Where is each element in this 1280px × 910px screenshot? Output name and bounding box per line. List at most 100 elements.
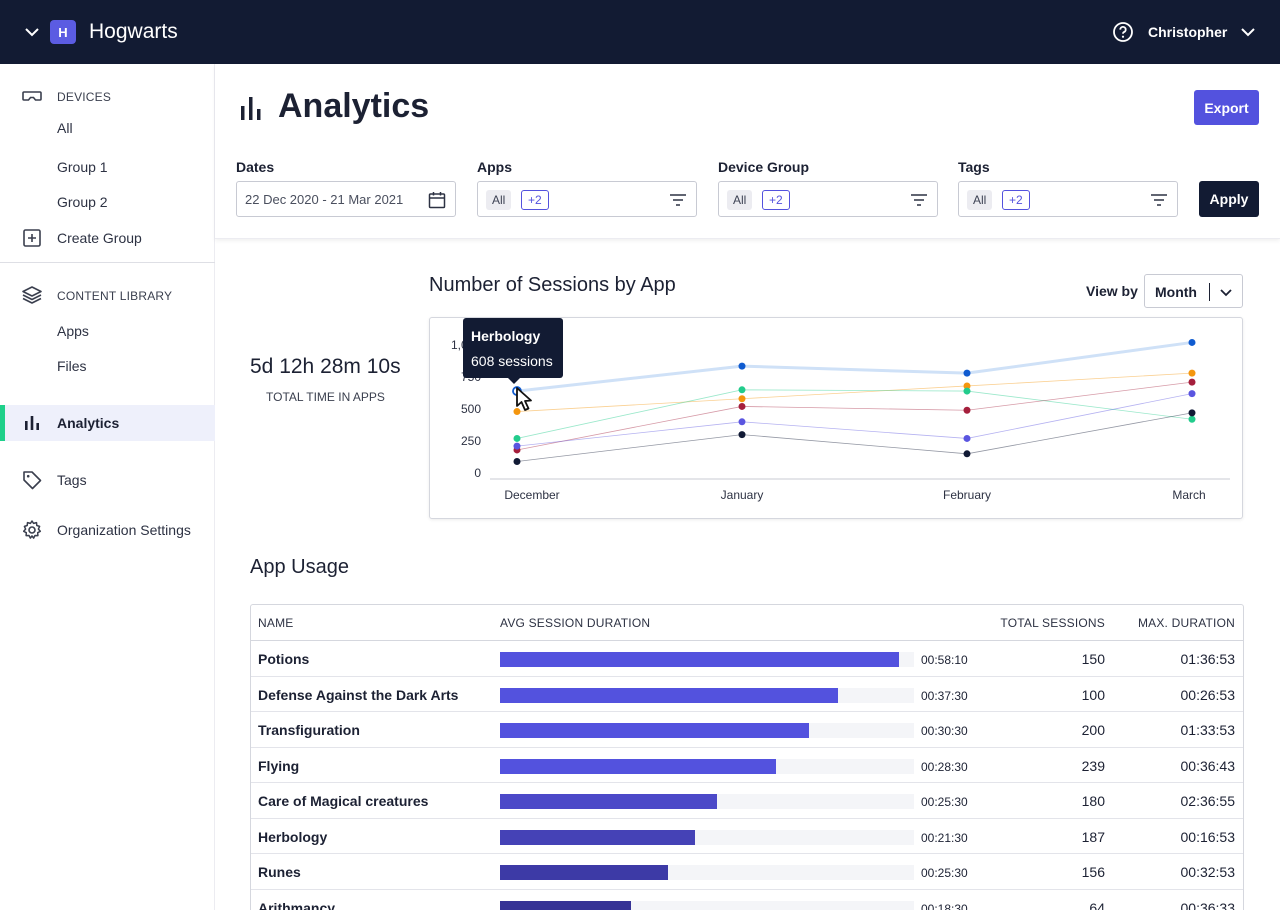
avg-session-duration: 00:25:30 — [921, 866, 968, 880]
data-point — [738, 362, 746, 370]
plus-square-icon[interactable] — [21, 227, 43, 249]
duration-bar — [500, 687, 838, 703]
total-sessions: 180 — [1081, 793, 1105, 809]
sidebar-item-all[interactable]: All — [57, 120, 73, 136]
sidebar-item-create-group[interactable]: Create Group — [57, 230, 142, 246]
y-tick-label: 250 — [461, 434, 481, 448]
max-duration: 01:36:53 — [1180, 651, 1236, 667]
apply-button[interactable]: Apply — [1199, 181, 1259, 217]
top-bar: H Hogwarts Christopher — [0, 0, 1280, 64]
view-by-value: Month — [1155, 284, 1197, 300]
chip-all: All — [486, 190, 512, 210]
data-point — [738, 386, 746, 394]
max-duration: 00:36:33 — [1180, 899, 1236, 910]
user-name[interactable]: Christopher — [1148, 24, 1228, 40]
filter-icon[interactable] — [1149, 191, 1169, 209]
app-name: Runes — [258, 864, 301, 880]
column-header-avg-duration[interactable]: AVG SESSION DURATION — [500, 616, 651, 630]
total-sessions: 200 — [1081, 722, 1105, 738]
chip-more[interactable]: +2 — [521, 190, 549, 210]
column-header-total-sessions[interactable]: TOTAL SESSIONS — [1000, 616, 1105, 630]
avg-session-duration: 00:25:30 — [921, 795, 968, 809]
sidebar-item-tags[interactable]: Tags — [57, 472, 87, 488]
chip-all: All — [967, 190, 993, 210]
max-duration: 01:33:53 — [1180, 722, 1236, 738]
sidebar-item-analytics-label[interactable]: Analytics — [57, 415, 120, 431]
sidebar-item-organization-settings[interactable]: Organization Settings — [57, 522, 191, 538]
duration-bar-track — [500, 865, 914, 880]
filter-icon[interactable] — [668, 191, 688, 209]
x-tick-label: January — [721, 488, 764, 502]
table-row[interactable]: Potions 00:58:10 150 01:36:53 — [251, 641, 1243, 677]
calendar-icon[interactable] — [427, 190, 447, 210]
data-point — [738, 395, 746, 403]
chart-tooltip: Herbology 608 sessions — [463, 318, 563, 384]
dates-value: 22 Dec 2020 - 21 Mar 2021 — [245, 192, 404, 207]
total-sessions: 150 — [1081, 651, 1105, 667]
duration-bar — [500, 900, 632, 910]
duration-bar-track — [500, 794, 914, 809]
data-point — [738, 431, 746, 439]
chip-more[interactable]: +2 — [762, 190, 790, 210]
table-row[interactable]: Herbology 00:21:30 187 00:16:53 — [251, 819, 1243, 854]
page-title: Analytics — [278, 87, 430, 125]
dates-field[interactable]: 22 Dec 2020 - 21 Mar 2021 — [236, 181, 456, 217]
y-tick-label: 500 — [461, 402, 481, 416]
sidebar-item-group-2[interactable]: Group 2 — [57, 194, 108, 210]
sidebar-item-files[interactable]: Files — [57, 358, 87, 374]
column-header-name[interactable]: NAME — [258, 616, 294, 630]
total-sessions: 100 — [1081, 686, 1105, 703]
column-header-max-duration[interactable]: MAX. DURATION — [1137, 616, 1235, 630]
select-separator — [1209, 283, 1210, 301]
table-row[interactable]: Flying 00:28:30 239 00:36:43 — [251, 748, 1243, 783]
org-name[interactable]: Hogwarts — [89, 20, 178, 43]
tags-label: Tags — [958, 159, 990, 175]
series-line — [516, 372, 1193, 412]
duration-bar-track — [500, 723, 914, 738]
data-point — [738, 402, 746, 410]
data-point — [1188, 378, 1196, 386]
duration-bar — [500, 794, 717, 809]
export-button[interactable]: Export — [1194, 90, 1259, 125]
user-menu-chevron-icon[interactable] — [1238, 22, 1258, 42]
chip-more[interactable]: +2 — [1002, 190, 1030, 210]
filter-icon[interactable] — [909, 191, 929, 209]
table-row[interactable]: Care of Magical creatures 00:25:30 180 02:3… — [251, 783, 1243, 819]
data-point — [1188, 415, 1196, 423]
tags-filter[interactable]: All +2 — [958, 181, 1178, 217]
duration-bar — [500, 652, 900, 667]
help-icon[interactable] — [1112, 21, 1134, 43]
sidebar-item-analytics[interactable] — [0, 405, 215, 441]
apps-label: Apps — [477, 159, 512, 175]
apps-filter[interactable]: All +2 — [477, 181, 697, 217]
app-name: Arithmancy — [258, 899, 336, 910]
table-row[interactable]: Arithmancy 00:18:30 64 00:36:33 — [251, 890, 1243, 910]
vr-headset-icon — [22, 91, 42, 101]
x-tick-label: March — [1172, 488, 1205, 502]
chevron-down-icon[interactable] — [22, 22, 42, 42]
table-row[interactable]: Transfiguration 00:30:30 200 01:33:53 — [251, 712, 1243, 748]
bar-chart-icon — [25, 416, 39, 430]
data-point — [1188, 369, 1196, 377]
duration-bar — [500, 829, 695, 845]
chevron-down-icon[interactable] — [1216, 282, 1236, 302]
sidebar-item-group-1[interactable]: Group 1 — [57, 159, 108, 175]
avg-session-duration: 00:18:30 — [921, 901, 968, 910]
series-line — [516, 381, 1193, 451]
total-time-value: 5d 12h 28m 10s — [250, 355, 401, 378]
device-group-filter[interactable]: All +2 — [718, 181, 938, 217]
app-name: Herbology — [258, 828, 328, 845]
total-sessions: 187 — [1081, 828, 1105, 845]
mouse-pointer-icon — [516, 387, 532, 411]
data-point — [963, 369, 971, 377]
avg-session-duration: 00:30:30 — [921, 724, 968, 738]
sidebar-item-apps[interactable]: Apps — [57, 323, 89, 339]
max-duration: 02:36:55 — [1180, 793, 1236, 809]
table-row[interactable]: Defense Against the Dark Arts 00:37:30 100… — [251, 677, 1243, 712]
sidebar: DEVICES All Group 1 Group 2 Create Group… — [0, 64, 215, 910]
table-row[interactable]: Runes 00:25:30 156 00:32:53 — [251, 854, 1243, 890]
max-duration: 00:32:53 — [1180, 864, 1236, 880]
data-point — [513, 434, 521, 442]
device-group-label: Device Group — [718, 159, 810, 175]
view-by-select[interactable]: Month — [1144, 274, 1243, 308]
